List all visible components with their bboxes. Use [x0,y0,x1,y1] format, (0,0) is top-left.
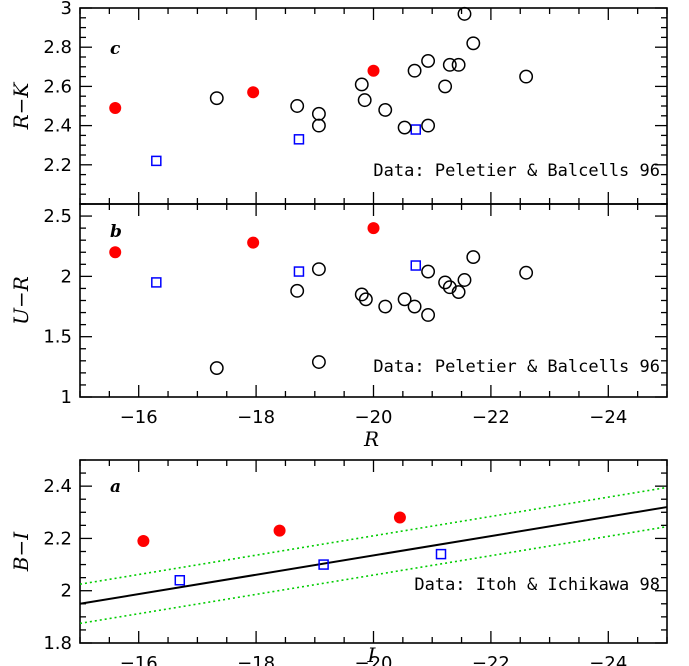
y-tick-label: 3 [61,0,72,19]
open-circle-point [519,69,534,84]
open-circle-point [378,102,393,117]
open-circle-point [457,273,472,287]
y-axis-label: R−K [9,82,33,131]
open-circle-point [311,118,326,133]
open-square-point [293,134,305,145]
open-circle-point [519,265,534,280]
y-tick-label: 2.4 [43,116,72,137]
panel-b: 1 1.5 2 2.5 −16 −18 −20 −22 −24 U−R Rb Data: Peleti… [9,203,668,451]
panel-a-frame [79,459,668,644]
open-square-point [435,548,447,560]
y-tick-label: 2.4 [43,476,72,497]
panel-letter: b [110,222,122,242]
y-tick-label: 2.5 [43,206,72,227]
panel-letter: a [110,477,121,497]
x-tick-label: −24 [589,653,627,666]
open-square-point [410,260,422,271]
open-circle-point [466,250,481,265]
open-circle-point [354,77,369,92]
filled-circle-point [273,524,286,537]
x-tick-label: −16 [120,407,158,428]
open-circle-point [290,99,305,113]
x-tick-label: −20 [355,407,393,428]
x-tick-label: −18 [237,653,275,666]
data-source-annotation: Data: Peletier & Balcells 96 [373,357,660,377]
filled-circle-point [109,246,122,259]
open-circle-point [311,355,326,369]
y-axis-label: U−R [9,276,33,325]
open-circle-point [466,36,481,51]
open-circle-point [451,57,466,72]
open-circle-point [421,118,436,133]
open-circle-point [358,292,373,307]
scatter-bound-line [79,486,668,585]
open-circle-point [421,264,436,279]
y-axis-label: B−I [9,531,33,572]
open-circle-point [457,6,472,21]
filled-circle-point [247,236,260,249]
open-circle-point [451,285,466,300]
y-tick-label: 2.8 [43,37,72,58]
data-source-annotation: Data: Itoh & Ichikawa 98 [414,575,660,595]
x-tick-label: −20 [355,653,393,666]
y-tick-label: 1.5 [43,327,72,348]
open-circle-point [407,299,422,314]
x-axis-label: R [363,427,379,451]
y-tick-label: 1.8 [43,633,72,654]
y-tick-label: 2.6 [43,76,72,97]
open-square-point [174,575,186,586]
open-circle-point [442,57,457,72]
open-circle-point [407,63,422,78]
panel-a: 1.8 2 2.2 2.4 −16 −18 −20 −22 −24 B−I Ia Data: Itoh… [9,459,668,666]
filled-circle-point [393,511,406,524]
x-tick-label: −16 [120,653,158,666]
x-tick-label: −22 [472,653,510,666]
y-tick-label: 2.2 [43,155,72,176]
filled-circle-point [367,222,380,235]
open-square-point [151,155,162,167]
filled-circle-point [367,64,380,77]
open-circle-point [421,308,436,322]
open-circle-point [438,275,453,290]
open-circle-point [354,287,369,302]
open-circle-point [209,361,224,375]
fit-line [79,506,668,605]
x-axis-label: I [367,643,377,666]
filled-circle-point [109,101,122,114]
y-tick-label: 2.2 [43,528,72,549]
open-circle-point [438,79,453,94]
open-square-point [151,277,162,288]
filled-circle-point [247,86,260,99]
y-tick-label: 2 [61,581,72,602]
open-circle-point [357,93,372,108]
open-square-point [318,559,329,570]
panel-c: 2.2 2.4 2.6 2.8 3 R−K c Data: Peletier & Balcel… [9,0,668,205]
open-circle-point [378,299,393,314]
open-square-point [410,124,422,135]
y-tick-label: 2 [61,266,72,287]
y-tick-label: 1 [61,387,72,408]
open-circle-point [209,91,224,106]
open-circle-point [421,53,436,68]
open-square-point [293,266,305,277]
panel-letter: c [110,39,121,59]
open-circle-point [397,120,412,135]
scatter-bound-line [79,525,668,625]
open-circle-point [397,292,412,307]
open-circle-point [311,262,326,277]
filled-circle-point [137,535,150,548]
open-circle-point [311,106,326,121]
x-tick-label: −24 [589,407,627,428]
x-tick-label: −22 [472,407,510,428]
open-circle-point [290,283,305,298]
data-source-annotation: Data: Peletier & Balcells 96 [373,161,660,181]
x-tick-label: −18 [237,407,275,428]
